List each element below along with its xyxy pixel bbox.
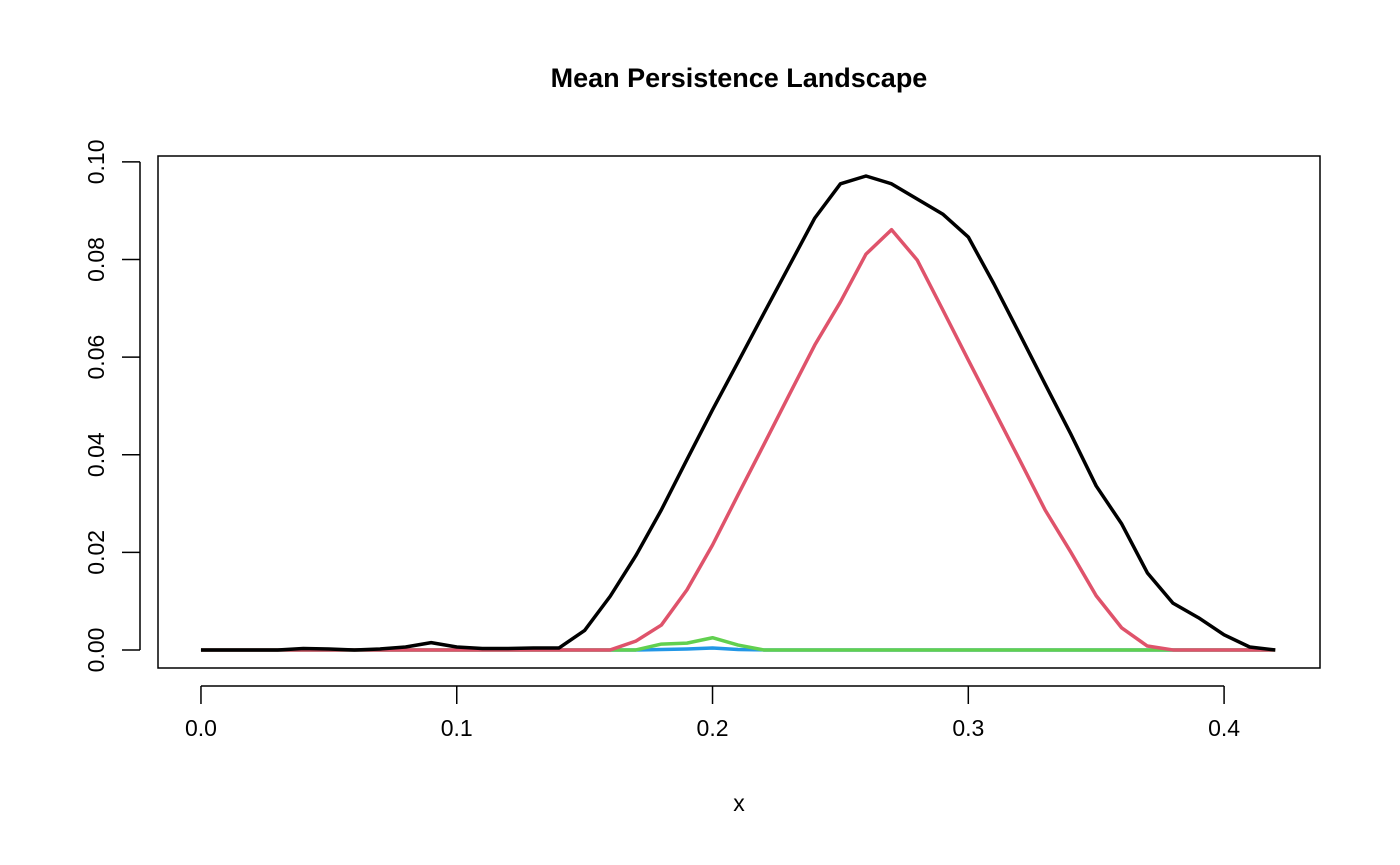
y-tick-label: 0.10 [83,139,109,184]
x-tick-label: 0.1 [441,715,473,741]
x-tick-label: 0.2 [697,715,729,741]
x-tick-label: 0.4 [1208,715,1240,741]
y-tick-label: 0.08 [83,237,109,282]
x-axis-label: x [733,790,745,816]
series-line [200,227,1276,652]
x-tick-label: 0.0 [185,715,217,741]
chart-title: Mean Persistence Landscape [551,63,928,93]
y-tick-label: 0.04 [83,432,109,477]
y-tick-label: 0.06 [83,335,109,380]
x-tick-label: 0.3 [952,715,984,741]
plot-frame [157,155,1321,669]
y-tick-label: 0.00 [83,628,109,673]
series-line [200,174,1276,652]
y-tick-label: 0.02 [83,530,109,575]
